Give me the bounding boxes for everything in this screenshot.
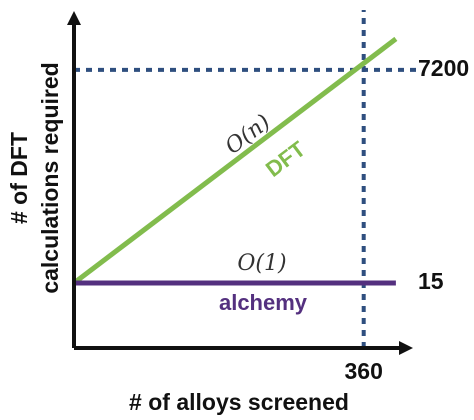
y-tick-label-15: 15 bbox=[418, 268, 444, 294]
y-tick-label-7200: 7200 bbox=[418, 55, 469, 81]
series-complexity-label-alchemy: O(1) bbox=[237, 251, 286, 276]
series-name-label-alchemy: alchemy bbox=[219, 290, 308, 315]
x-axis-label: # of alloys screened bbox=[129, 389, 349, 415]
series-name-label-dft: DFT bbox=[261, 136, 311, 182]
x-tick-label-360: 360 bbox=[345, 358, 383, 384]
y-axis-label-line-2: calculations required bbox=[37, 62, 63, 293]
series-line-dft bbox=[72, 36, 398, 285]
y-axis-label-line-1: # of DFT bbox=[6, 132, 32, 224]
